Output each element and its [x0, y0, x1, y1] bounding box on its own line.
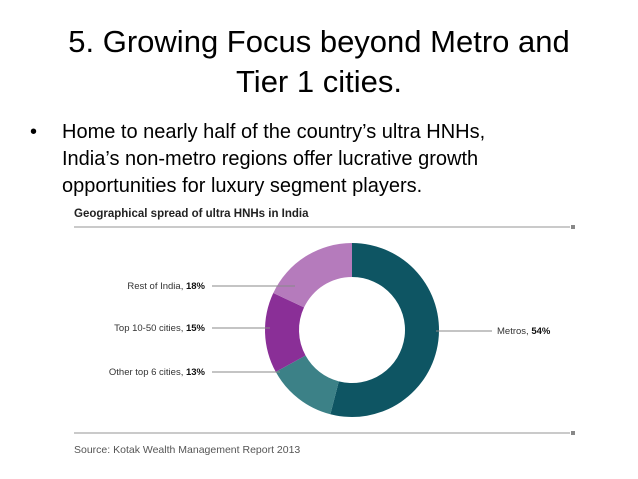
slice-metros	[330, 243, 440, 417]
chart-source: Source: Kotak Wealth Management Report 2…	[74, 444, 300, 456]
bullet-point: • Home to nearly half of the country’s u…	[30, 119, 600, 200]
chart-title: Geographical spread of ultra HNHs in Ind…	[74, 208, 309, 220]
bullet-line-1: Home to nearly half of the country’s ult…	[62, 121, 486, 143]
slide-title: 5. Growing Focus beyond Metro and Tier 1…	[40, 22, 598, 102]
bullet-dot: •	[30, 121, 38, 143]
slice-rest-of-india	[273, 243, 352, 308]
slice-top-10-50-cities	[265, 292, 306, 372]
slide-title-line-1: 5. Growing Focus beyond Metro and	[68, 24, 570, 59]
label-rest-of-india: Rest of India, 18%	[127, 281, 205, 292]
leader-lines	[212, 285, 492, 373]
slide-title-line-2: Tier 1 cities.	[236, 64, 402, 99]
inner-ring	[303, 281, 401, 379]
bullet-line-3: opportunities for luxury segment players…	[62, 175, 423, 197]
donut-slices	[265, 243, 440, 417]
bullet-line-2: India’s non-metro regions offer lucrativ…	[62, 148, 479, 170]
bottom-rule-end	[571, 431, 575, 435]
top-rule-end	[571, 225, 575, 229]
label-other-top-6-cities: Other top 6 cities, 13%	[109, 367, 206, 378]
slice-other-top-6-cities	[275, 355, 339, 415]
label-metros: Metros, 54%	[497, 326, 551, 337]
label-top-10-50-cities: Top 10-50 cities, 15%	[114, 323, 205, 334]
